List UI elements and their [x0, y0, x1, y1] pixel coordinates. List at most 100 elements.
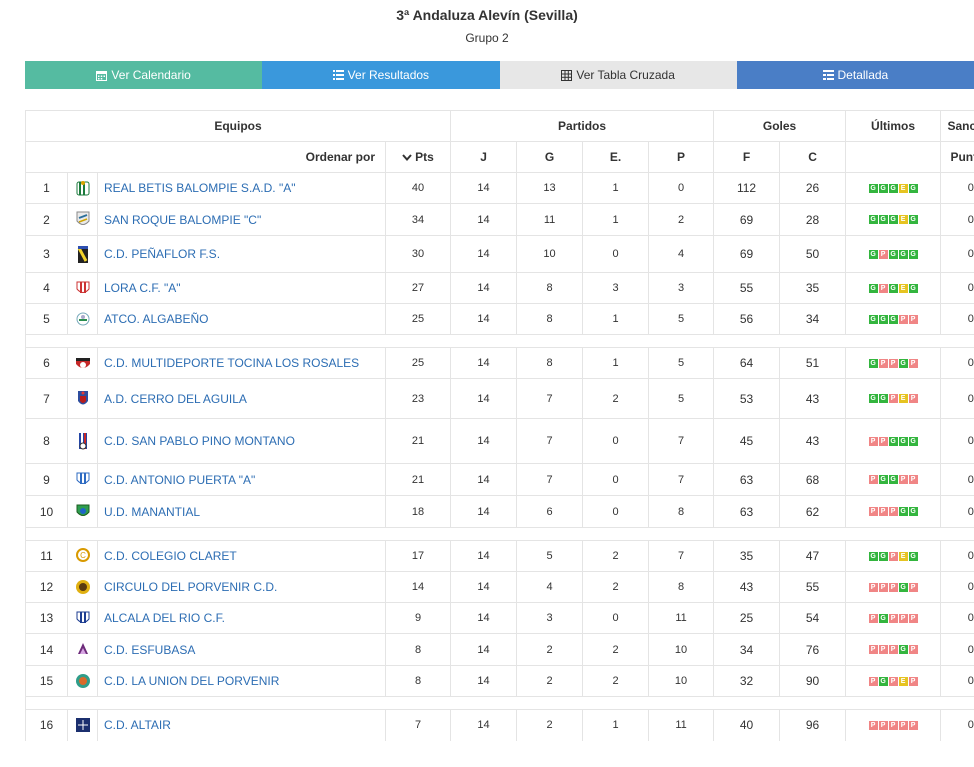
form-badge: G	[878, 314, 888, 324]
form-badge: E	[898, 183, 908, 193]
team-link[interactable]: ALCALA DEL RIO C.F.	[104, 611, 225, 625]
form-badge: P	[868, 720, 878, 730]
f-cell: 69	[713, 235, 780, 273]
form-badge: E	[898, 394, 908, 403]
team-crest-icon	[77, 643, 88, 654]
team-link[interactable]: C.D. PEÑAFLOR F.S.	[104, 247, 221, 261]
team-link[interactable]: C.D. ESFUBASA	[104, 642, 196, 657]
pts-cell: 7	[384, 709, 451, 741]
team-link[interactable]: U.D. MANANTIAL	[104, 504, 201, 519]
c-cell: 68	[779, 463, 846, 496]
team-logo-cell	[67, 172, 98, 204]
p-cell: 10	[648, 633, 714, 666]
f-cell: 45	[713, 418, 780, 464]
position-cell: 11	[25, 540, 68, 572]
team-link[interactable]: C.D. ALTAIR	[104, 718, 171, 733]
pts-label: Pts	[415, 149, 434, 164]
sancion-cell: 0	[940, 495, 974, 528]
form-badge: P	[888, 582, 898, 592]
f-cell: 63	[713, 463, 780, 496]
group-separator-row	[24, 696, 974, 710]
position-cell: 7	[25, 378, 68, 419]
g-cell: 8	[516, 303, 583, 335]
form-badge: P	[868, 507, 878, 516]
form-badge: G	[868, 551, 878, 561]
c-cell: 62	[779, 495, 846, 528]
sort-pts-header[interactable]: Pts	[384, 141, 451, 173]
team-logo-cell: C	[67, 540, 98, 572]
table-row: 7 A.D. CERRO DEL AGUILA 23 14 7 2 5 53 43 G G P E P 0	[25, 378, 974, 419]
p-cell: 4	[648, 235, 714, 273]
form-badge: P	[908, 394, 918, 403]
form-badge: G	[868, 314, 878, 324]
ver-calendario-button[interactable]: Ver Calendario	[25, 61, 263, 89]
team-crest-icon	[75, 357, 90, 368]
j-cell: 14	[450, 540, 517, 572]
g-cell: 2	[516, 665, 583, 697]
g-cell: 3	[516, 602, 583, 634]
j-cell: 14	[450, 172, 517, 204]
team-logo-cell	[67, 347, 98, 379]
team-crest-icon	[76, 180, 89, 195]
p-cell: 0	[648, 172, 714, 204]
team-link[interactable]: ATCO. ALGABEÑO	[104, 312, 209, 326]
ultimos-subheader	[845, 141, 941, 173]
team-link[interactable]: SAN ROQUE BALOMPIE "C"	[104, 212, 262, 227]
team-name-cell: C.D. ALTAIR	[97, 709, 386, 741]
team-link[interactable]: C.D. MULTIDEPORTE TOCINA LOS ROSALES	[104, 356, 360, 370]
separator-cell	[24, 334, 974, 348]
form-badge: G	[878, 394, 888, 403]
ver-resultados-button[interactable]: Ver Resultados	[262, 61, 500, 89]
form-badge: G	[868, 215, 878, 224]
team-link[interactable]: C.D. COLEGIO CLARET	[104, 549, 237, 563]
p-cell: 11	[648, 709, 714, 741]
j-cell: 14	[450, 571, 517, 603]
j-cell: 14	[450, 272, 517, 304]
pts-cell: 21	[384, 463, 451, 496]
grid-icon	[561, 69, 573, 81]
form-badge: P	[878, 249, 888, 259]
form-badge: P	[898, 314, 908, 324]
e-cell: 2	[582, 633, 649, 666]
team-crest-icon	[76, 472, 89, 484]
e-cell: 1	[582, 203, 649, 236]
form-badge: P	[908, 720, 918, 730]
team-crest-icon	[76, 504, 89, 516]
page-subtitle: Grupo 2	[465, 31, 509, 45]
position-cell: 15	[25, 665, 68, 697]
c-header: C	[779, 141, 846, 173]
pts-cell: 8	[384, 633, 451, 666]
sancion-cell: 0	[940, 235, 974, 273]
g-cell: 11	[516, 203, 583, 236]
team-link[interactable]: LORA C.F. "A"	[104, 281, 181, 295]
team-link[interactable]: A.D. CERRO DEL AGUILA	[104, 391, 247, 406]
team-link[interactable]: C.D. ANTONIO PUERTA "A"	[104, 472, 256, 487]
form-badge: G	[888, 283, 898, 293]
team-name-cell: C.D. ANTONIO PUERTA "A"	[97, 463, 386, 496]
form-badge: G	[888, 314, 898, 324]
detallada-button[interactable]: Detallada	[736, 61, 974, 89]
team-link[interactable]: CIRCULO DEL PORVENIR C.D.	[104, 580, 278, 594]
team-link[interactable]: C.D. SAN PABLO PINO MONTANO	[104, 434, 295, 448]
team-link[interactable]: REAL BETIS BALOMPIE S.A.D. "A"	[104, 181, 296, 195]
c-cell: 51	[779, 347, 846, 379]
team-crest-icon	[76, 211, 89, 225]
team-name-cell: C.D. ESFUBASA	[97, 633, 386, 666]
team-logo-cell	[67, 665, 98, 697]
f-cell: 112	[713, 172, 780, 204]
form-badge: P	[878, 507, 888, 516]
sancion-cell: 0	[940, 378, 974, 419]
f-cell: 32	[713, 665, 780, 697]
table-row: 16 C.D. ALTAIR 7 14 2 1 11 40 96 P P P P P 0	[25, 709, 974, 741]
team-link[interactable]: C.D. LA UNION DEL PORVENIR	[104, 674, 280, 688]
position-cell: 2	[25, 203, 68, 236]
j-cell: 14	[450, 303, 517, 335]
ver-tabla-cruzada-button[interactable]: Ver Tabla Cruzada	[499, 61, 737, 89]
